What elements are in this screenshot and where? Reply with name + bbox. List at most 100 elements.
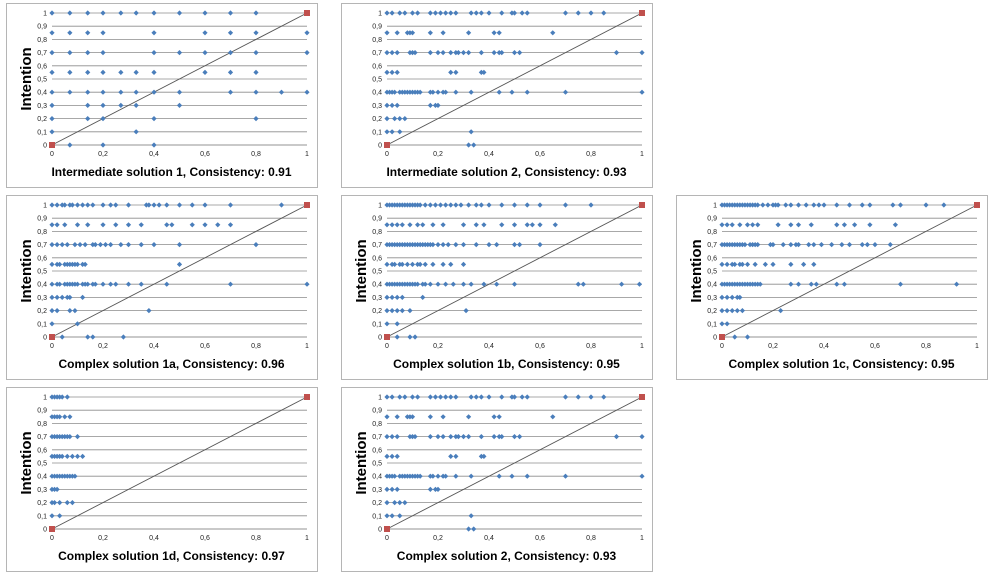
data-point <box>466 202 472 208</box>
x-tick-label: 0,2 <box>433 343 443 350</box>
data-point <box>460 281 467 287</box>
y-tick-label: 0,3 <box>37 103 47 110</box>
data-point <box>473 202 479 208</box>
data-point <box>54 294 60 300</box>
x-tick-label: 0,4 <box>484 343 494 350</box>
data-point <box>588 394 594 400</box>
data-point <box>402 116 408 122</box>
data-point <box>432 10 439 16</box>
data-point <box>575 281 581 287</box>
data-point <box>448 202 454 208</box>
data-point <box>49 10 55 16</box>
data-point <box>138 242 144 248</box>
data-point <box>517 242 523 248</box>
data-point <box>125 202 132 208</box>
data-point <box>151 142 157 148</box>
data-point <box>49 50 55 56</box>
data-point <box>227 69 234 75</box>
diagonal-end-marker <box>384 142 390 148</box>
data-point <box>724 321 730 327</box>
diagonal-line <box>721 204 978 338</box>
data-point <box>133 69 139 75</box>
chart-panel-intermediate-1: 0 0,1 0,2 0,3 0,4 0,5 0,6 0,7 0,8 0,9 1 0 0,2 0,4 0,6 0… <box>6 3 318 188</box>
data-point <box>511 281 518 287</box>
data-point <box>202 30 208 36</box>
data-point <box>788 242 794 248</box>
x-tick-label: 0,6 <box>535 151 545 158</box>
data-point <box>737 222 743 228</box>
data-point <box>448 453 454 459</box>
y-tick-label: 0,2 <box>372 308 382 315</box>
y-tick-label: 0,3 <box>707 295 717 302</box>
data-point <box>85 334 91 340</box>
y-tick-label: 0,5 <box>372 77 382 84</box>
data-point <box>392 116 398 122</box>
data-point <box>719 261 725 267</box>
data-point <box>49 116 55 122</box>
x-tick-label: 0,4 <box>819 343 829 350</box>
data-point <box>471 526 477 532</box>
data-point <box>151 202 157 208</box>
data-point <box>253 50 259 56</box>
data-point <box>841 281 847 287</box>
y-tick-label: 0,7 <box>37 434 47 441</box>
data-point <box>744 222 751 228</box>
data-point <box>724 308 730 314</box>
scatter-chart-complex-2: 0 0,1 0,2 0,3 0,4 0,5 0,6 0,7 0,8 0,9 1 0 0,2 0,4 0,6 0… <box>353 394 645 563</box>
data-point <box>788 261 794 267</box>
data-point <box>397 500 403 506</box>
data-point <box>478 50 484 56</box>
y-tick-label: 0,4 <box>37 90 47 97</box>
data-point <box>435 281 441 287</box>
x-tick-label: 0,6 <box>535 343 545 350</box>
data-point <box>496 473 502 479</box>
data-point <box>562 473 569 479</box>
data-point <box>511 202 518 208</box>
chart-title: Intermediate solution 2, Consistency: 0.… <box>386 165 626 179</box>
data-point <box>468 129 474 135</box>
data-point <box>580 281 586 287</box>
data-point <box>430 222 436 228</box>
data-point <box>795 222 802 228</box>
data-point <box>404 261 410 267</box>
data-point <box>304 89 310 95</box>
y-tick-label: 0,1 <box>372 321 382 328</box>
data-point <box>253 69 259 75</box>
data-point <box>49 89 55 95</box>
data-point <box>80 202 86 208</box>
data-point <box>138 222 144 228</box>
data-point <box>59 242 65 248</box>
data-point <box>770 242 776 248</box>
data-point <box>394 222 400 228</box>
data-point <box>427 434 433 440</box>
data-point <box>85 50 91 56</box>
diagonal-line <box>386 396 643 530</box>
data-point <box>478 202 484 208</box>
x-tick-label: 0,6 <box>535 535 545 542</box>
y-tick-label: 0,8 <box>372 421 382 428</box>
data-point <box>133 10 139 16</box>
data-point <box>146 308 152 314</box>
data-point <box>435 473 441 479</box>
y-tick-label: 0,5 <box>37 269 47 276</box>
data-point <box>69 202 75 208</box>
data-point <box>460 434 467 440</box>
data-point <box>399 222 405 228</box>
y-tick-label: 1 <box>43 203 47 210</box>
data-point <box>846 202 853 208</box>
data-point <box>394 334 400 340</box>
data-point <box>890 202 896 208</box>
data-point <box>74 321 81 327</box>
data-point <box>422 261 428 267</box>
data-point <box>443 10 449 16</box>
data-point <box>54 308 60 314</box>
data-point <box>164 202 170 208</box>
y-tick-label: 0,9 <box>707 216 717 223</box>
data-point <box>440 50 446 56</box>
data-point <box>729 308 735 314</box>
data-point <box>100 50 106 56</box>
data-point <box>443 281 449 287</box>
data-point <box>481 222 487 228</box>
x-tick-label: 1 <box>640 151 644 158</box>
data-point <box>524 222 530 228</box>
